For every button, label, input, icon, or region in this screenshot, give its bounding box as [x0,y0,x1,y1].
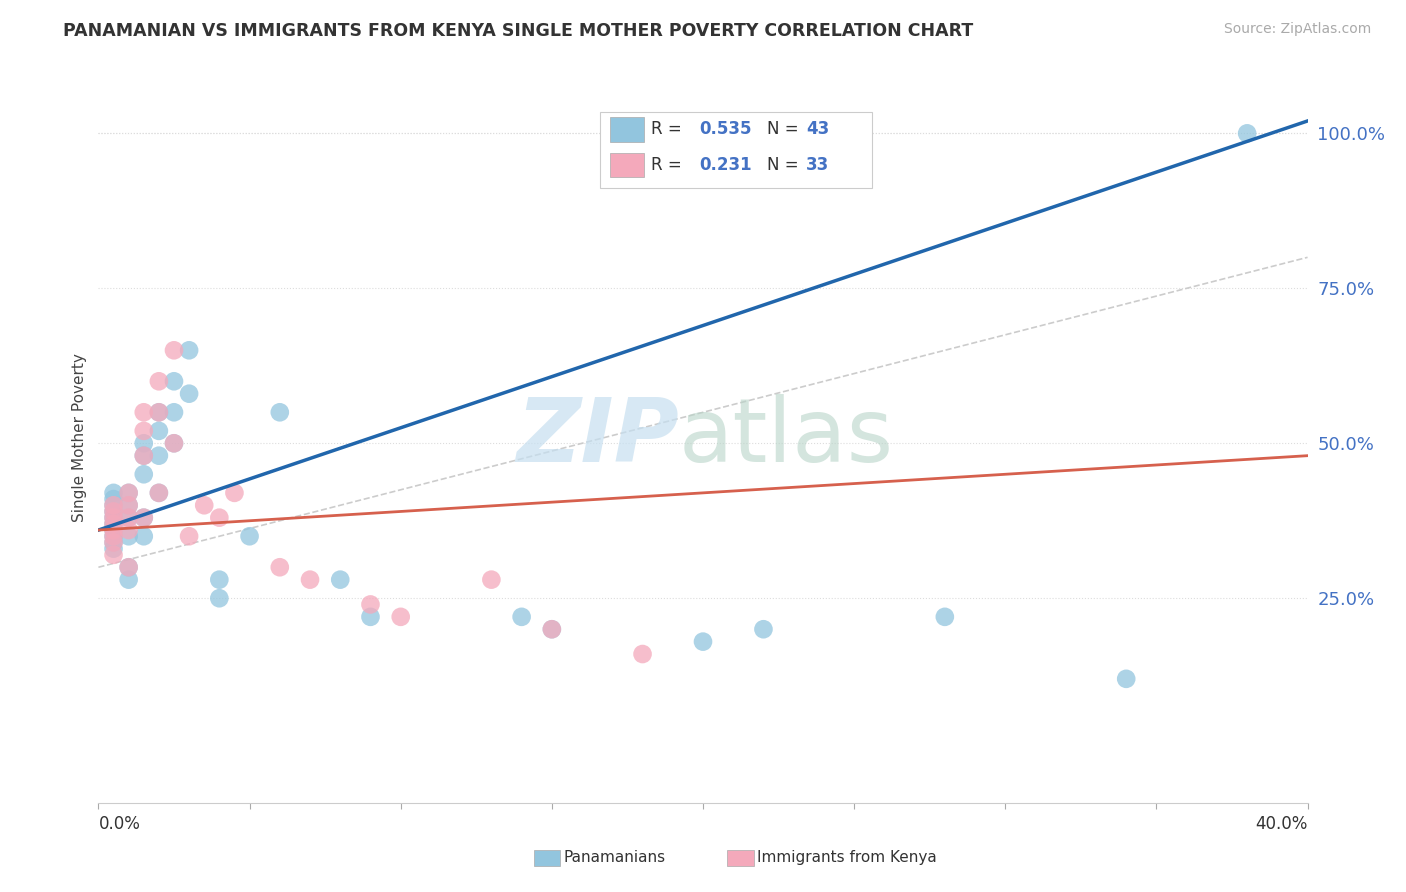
Point [179,386,201,401]
Point [118,523,141,537]
Point [103,510,125,524]
Point [208,591,231,606]
Point [163,436,186,450]
Point [540,622,562,636]
Text: 0.0%: 0.0% [98,815,141,833]
Point [132,510,155,524]
Point [132,529,155,543]
Point [389,610,412,624]
Point [118,498,141,512]
Point [103,535,125,549]
Point [103,498,125,512]
Bar [534,850,561,866]
Point [752,622,775,636]
Point [118,560,141,574]
Point [360,610,382,624]
Point [208,573,231,587]
Point [163,343,186,358]
Point [179,529,201,543]
Point [148,486,170,500]
Text: 43: 43 [806,120,830,138]
Point [269,405,291,419]
Point [103,516,125,531]
Text: Immigrants from Kenya: Immigrants from Kenya [758,850,938,865]
Point [118,486,141,500]
Point [103,491,125,506]
Point [132,510,155,524]
Point [148,486,170,500]
Text: Source: ZipAtlas.com: Source: ZipAtlas.com [1223,22,1371,37]
Point [1236,126,1258,140]
Point [148,405,170,419]
Text: PANAMANIAN VS IMMIGRANTS FROM KENYA SINGLE MOTHER POVERTY CORRELATION CHART: PANAMANIAN VS IMMIGRANTS FROM KENYA SING… [63,22,973,40]
Point [360,598,382,612]
Point [118,560,141,574]
Point [934,610,956,624]
Point [103,516,125,531]
Bar [610,118,644,143]
Text: 40.0%: 40.0% [1256,815,1308,833]
Point [179,343,201,358]
Point [118,486,141,500]
FancyBboxPatch shape [600,112,872,188]
Point [103,504,125,518]
Text: R =: R = [651,156,688,174]
Point [269,560,291,574]
Point [103,541,125,556]
Text: N =: N = [768,156,804,174]
Point [132,449,155,463]
Point [132,405,155,419]
Point [631,647,654,661]
Point [118,510,141,524]
Point [239,529,262,543]
Point [148,374,170,388]
Point [510,610,533,624]
Text: 0.231: 0.231 [699,156,752,174]
Point [208,510,231,524]
Point [224,486,246,500]
Point [299,573,322,587]
Point [132,467,155,482]
Point [692,634,714,648]
Point [1115,672,1137,686]
Point [193,498,215,512]
Text: 0.535: 0.535 [699,120,752,138]
Text: 33: 33 [806,156,830,174]
Text: ZIP: ZIP [516,393,679,481]
Text: Panamanians: Panamanians [564,850,666,865]
Point [132,436,155,450]
Point [148,424,170,438]
Point [163,436,186,450]
Point [103,523,125,537]
Point [103,523,125,537]
Point [103,535,125,549]
Point [163,374,186,388]
Point [118,498,141,512]
Point [118,510,141,524]
Point [163,405,186,419]
Point [540,622,562,636]
Point [103,510,125,524]
Text: atlas: atlas [679,393,894,481]
Point [103,504,125,518]
Point [329,573,352,587]
Bar [610,153,644,178]
Point [103,529,125,543]
Point [132,449,155,463]
Point [103,498,125,512]
Point [118,573,141,587]
Point [118,529,141,543]
Point [103,486,125,500]
Y-axis label: Single Mother Poverty: Single Mother Poverty [72,352,87,522]
Text: R =: R = [651,120,688,138]
Bar [727,850,754,866]
Text: N =: N = [768,120,804,138]
Point [103,548,125,562]
Point [481,573,503,587]
Point [103,529,125,543]
Point [132,424,155,438]
Point [148,405,170,419]
Point [148,449,170,463]
